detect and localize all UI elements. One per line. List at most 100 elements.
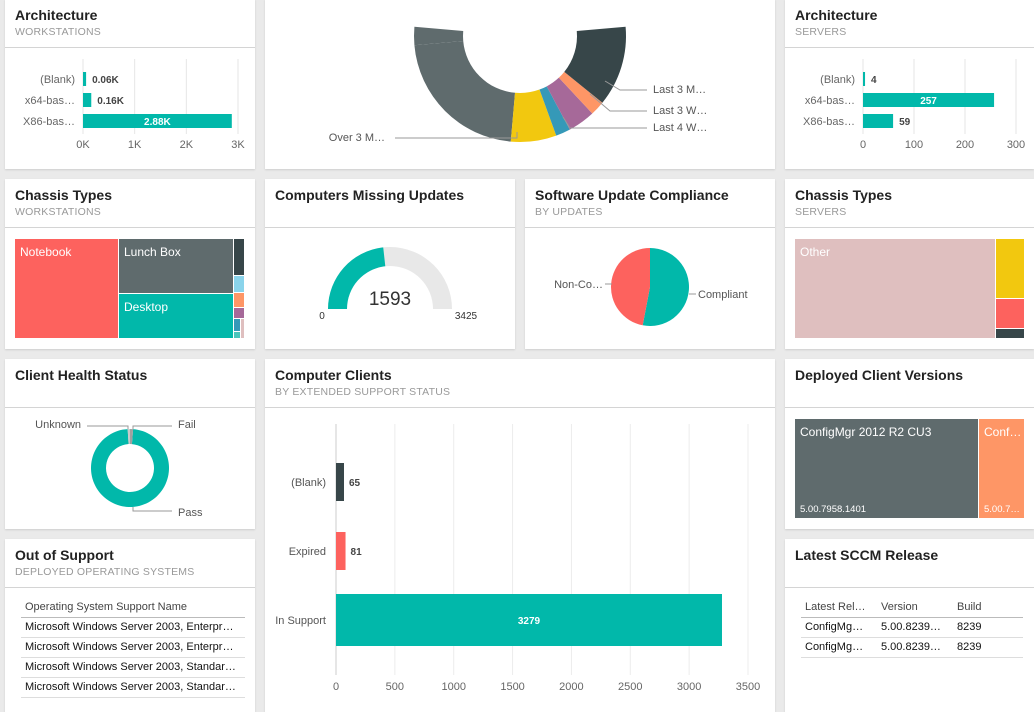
treemap-cell-other[interactable]: Other xyxy=(795,239,995,338)
tile-architecture-workstations[interactable]: Architecture WORKSTATIONS 0K 1K 2K 3K (Blank… xyxy=(5,0,255,169)
tile-title: Architecture xyxy=(15,7,98,23)
leader-line xyxy=(562,116,647,129)
tile-chassis-types-workstations[interactable]: Chassis Types WORKSTATIONS Notebook Lunc… xyxy=(5,179,255,349)
treemap-label: Desktop xyxy=(124,300,169,314)
tick-label: 0K xyxy=(76,139,90,151)
tile-header: Computers Missing Updates xyxy=(265,179,515,228)
table-cell: ConfigMg… xyxy=(801,617,877,638)
tile-title: Software Update Compliance xyxy=(535,187,729,203)
table-header-row: Latest Rel… Version Build xyxy=(801,597,1023,618)
table-row[interactable]: Microsoft Windows Server 2003, Enterpr… xyxy=(21,637,245,658)
category-label: (Blank) xyxy=(291,477,326,489)
tile-title: Computer Clients xyxy=(275,367,392,383)
tile-latest-sccm-release[interactable]: Latest SCCM Release Latest Rel… Version … xyxy=(785,539,1034,712)
table-row[interactable]: ConfigMg… 5.00.8239… 8239 xyxy=(801,637,1023,658)
treemap-version: 5.00.7958.1401 xyxy=(800,504,867,515)
data-label: 0.16K xyxy=(97,96,124,107)
tile-client-health-status[interactable]: Client Health Status Unknown Fail Pass xyxy=(5,359,255,529)
bar xyxy=(83,114,232,128)
bar xyxy=(336,463,344,501)
treemap-cell-small[interactable] xyxy=(234,308,244,318)
tile-last-scan-donut[interactable]: Over 3 M… Last 3 M… Last 3 W… Last 4 W… xyxy=(265,0,775,169)
treemap-cell-small[interactable] xyxy=(234,239,244,275)
treemap-cell-small[interactable] xyxy=(996,239,1024,298)
treemap-version: 5.00.7… xyxy=(984,504,1020,515)
bar xyxy=(83,72,87,86)
treemap-label: Conf… xyxy=(984,425,1022,439)
tile-subtitle: DEPLOYED OPERATING SYSTEMS xyxy=(15,566,195,578)
treemap-cell-small[interactable] xyxy=(996,329,1024,338)
leader-line xyxy=(87,425,129,429)
slice-label: Last 3 M… xyxy=(653,84,706,96)
architecture-workstations-bar-chart[interactable]: 0K 1K 2K 3K (Blank) 0.06K x64-bas… 0.16K X86-bas… xyxy=(5,59,255,159)
category-label: x64-bas… xyxy=(805,95,855,107)
tile-title: Latest SCCM Release xyxy=(795,547,939,563)
data-label: 81 xyxy=(351,547,363,558)
donut-slice xyxy=(564,26,626,103)
leader-line xyxy=(604,80,647,91)
last-scan-donut-chart[interactable]: Over 3 M… Last 3 M… Last 3 W… Last 4 W… xyxy=(265,0,775,169)
treemap-cell-small[interactable] xyxy=(234,276,244,292)
treemap-cell-small[interactable] xyxy=(234,319,240,331)
missing-updates-gauge[interactable]: 1593 0 3425 xyxy=(265,239,515,349)
bar xyxy=(336,594,722,646)
table-row[interactable]: Microsoft Windows Server 2003, Enterpr… xyxy=(21,617,245,638)
table-row[interactable]: Microsoft Windows Server 2003, Standar… xyxy=(21,657,245,678)
pie-slice xyxy=(642,248,689,326)
table-cell: Microsoft Windows Server 2003, Standar… xyxy=(21,657,245,678)
donut-slice xyxy=(414,26,464,46)
category-label: (Blank) xyxy=(820,74,855,86)
treemap-cell-small[interactable] xyxy=(234,332,240,338)
table-cell: Microsoft Windows Server 2003, Enterpr… xyxy=(21,617,245,638)
category-label: In Support xyxy=(275,615,326,627)
treemap-cell-configmgr-other[interactable]: Conf… 5.00.7… xyxy=(979,419,1024,518)
pie-slice xyxy=(611,248,650,326)
treemap-cell-small[interactable] xyxy=(996,299,1024,328)
category-label: x64-bas… xyxy=(25,95,75,107)
column-header[interactable]: Latest Rel… xyxy=(801,597,877,618)
category-label: (Blank) xyxy=(40,74,75,86)
architecture-servers-bar-chart[interactable]: 0 100 200 300 (Blank) 4 x64-bas… 257 X86-bas… 59 xyxy=(785,59,1034,159)
treemap-cell-small[interactable] xyxy=(234,293,244,307)
bar xyxy=(83,93,92,107)
tile-deployed-client-versions[interactable]: Deployed Client Versions ConfigMgr 2012 … xyxy=(785,359,1034,529)
column-header[interactable]: Version xyxy=(877,597,953,618)
treemap-cell-lunch-box[interactable]: Lunch Box xyxy=(119,239,233,293)
donut-slice xyxy=(90,429,169,507)
slice-label: Pass xyxy=(178,507,203,519)
tile-computer-clients[interactable]: Computer Clients BY EXTENDED SUPPORT STA… xyxy=(265,359,775,712)
column-header[interactable]: Operating System Support Name xyxy=(21,597,245,618)
tile-out-of-support[interactable]: Out of Support DEPLOYED OPERATING SYSTEM… xyxy=(5,539,255,712)
tile-subtitle: SERVERS xyxy=(795,26,847,38)
tile-software-update-compliance[interactable]: Software Update Compliance BY UPDATES No… xyxy=(525,179,775,349)
out-of-support-table: Operating System Support Name Microsoft … xyxy=(21,597,245,698)
client-health-donut-chart[interactable]: Unknown Fail Pass xyxy=(5,409,255,529)
tile-computers-missing-updates[interactable]: Computers Missing Updates 1593 0 3425 xyxy=(265,179,515,349)
tile-architecture-servers[interactable]: Architecture SERVERS 0 100 200 300 (Blank) 4 x… xyxy=(785,0,1034,169)
donut-slice xyxy=(546,77,593,130)
treemap-cell-desktop[interactable]: Desktop xyxy=(119,294,233,338)
tile-chassis-types-servers[interactable]: Chassis Types SERVERS Other xyxy=(785,179,1034,349)
gauge-value: 1593 xyxy=(369,289,411,310)
tick-label: 1000 xyxy=(441,681,465,693)
leader-line xyxy=(589,93,647,112)
tick-label: 200 xyxy=(956,139,974,151)
compliance-pie-chart[interactable]: Non-Co… Compliant xyxy=(525,239,775,349)
treemap-cell-small[interactable] xyxy=(241,319,244,338)
treemap-cell-configmgr-2012-r2-cu3[interactable]: ConfigMgr 2012 R2 CU3 5.00.7958.1401 xyxy=(795,419,978,518)
computer-clients-bar-chart[interactable]: 0 500 1000 1500 2000 2500 3000 3500 (Blank) 65 Exp… xyxy=(265,419,775,709)
leader-line xyxy=(132,425,172,429)
tick-label: 1K xyxy=(128,139,142,151)
slice-label: Compliant xyxy=(698,289,748,301)
slice-label: Last 4 W… xyxy=(653,122,707,134)
tile-subtitle: WORKSTATIONS xyxy=(15,26,102,38)
tile-subtitle: WORKSTATIONS xyxy=(15,206,102,218)
leader-line xyxy=(395,132,518,139)
table-row[interactable]: Microsoft Windows Server 2003, Standar… xyxy=(21,677,245,698)
treemap-cell-notebook[interactable]: Notebook xyxy=(15,239,118,338)
column-header[interactable]: Build xyxy=(953,597,1023,618)
slice-label: Last 3 W… xyxy=(653,105,707,117)
donut-slice xyxy=(414,40,516,142)
table-cell: 8239 xyxy=(953,617,1023,638)
table-row[interactable]: ConfigMg… 5.00.8239… 8239 xyxy=(801,617,1023,638)
